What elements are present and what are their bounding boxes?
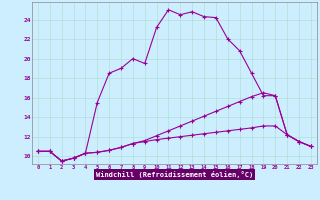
X-axis label: Windchill (Refroidissement éolien,°C): Windchill (Refroidissement éolien,°C) <box>96 171 253 178</box>
